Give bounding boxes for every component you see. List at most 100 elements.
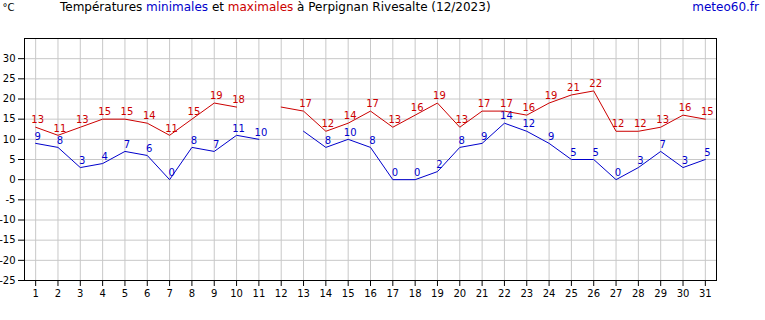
svg-text:8: 8 [459,135,465,146]
svg-text:8: 8 [189,288,195,299]
svg-text:8: 8 [325,135,331,146]
svg-text:5: 5 [9,154,15,165]
svg-text:8: 8 [191,135,197,146]
svg-text:29: 29 [654,288,667,299]
svg-text:15: 15 [188,106,201,117]
svg-text:8: 8 [369,135,375,146]
svg-text:14: 14 [344,110,357,121]
svg-text:-20: -20 [0,255,16,266]
svg-text:15: 15 [121,106,134,117]
svg-text:15: 15 [98,106,111,117]
svg-text:21: 21 [476,288,489,299]
svg-text:13: 13 [76,114,89,125]
svg-text:3: 3 [79,155,85,166]
svg-text:6: 6 [144,288,150,299]
svg-text:11: 11 [232,123,245,134]
svg-text:21: 21 [567,82,580,93]
svg-text:22: 22 [498,288,511,299]
svg-text:9: 9 [34,131,40,142]
svg-text:30: 30 [3,53,16,64]
svg-text:17: 17 [366,98,379,109]
svg-text:13: 13 [455,114,468,125]
svg-text:13: 13 [656,114,669,125]
svg-text:2: 2 [55,288,61,299]
svg-text:-25: -25 [0,275,16,286]
svg-text:15: 15 [3,113,16,124]
svg-text:16: 16 [522,102,535,113]
svg-text:22: 22 [589,78,602,89]
svg-text:2: 2 [436,159,442,170]
svg-text:0: 0 [168,167,174,178]
svg-text:7: 7 [213,139,219,150]
svg-text:15: 15 [701,106,714,117]
svg-text:0: 0 [392,167,398,178]
svg-text:8: 8 [57,135,63,146]
svg-text:3: 3 [77,288,83,299]
svg-text:3: 3 [682,155,688,166]
svg-text:10: 10 [255,127,268,138]
svg-text:14: 14 [319,288,332,299]
svg-text:12: 12 [321,118,334,129]
svg-text:23: 23 [520,288,533,299]
svg-text:16: 16 [364,288,377,299]
svg-text:5: 5 [704,147,710,158]
svg-text:7: 7 [124,139,130,150]
svg-text:-5: -5 [6,194,16,205]
svg-text:11: 11 [54,123,67,134]
svg-text:16: 16 [679,102,692,113]
svg-text:27: 27 [610,288,623,299]
svg-text:16: 16 [411,102,424,113]
svg-text:12: 12 [612,118,625,129]
svg-text:6: 6 [146,143,152,154]
svg-text:12: 12 [275,288,288,299]
svg-text:7: 7 [660,139,666,150]
svg-text:28: 28 [632,288,645,299]
svg-text:26: 26 [587,288,600,299]
svg-text:31: 31 [699,288,712,299]
svg-text:7: 7 [166,288,172,299]
svg-text:19: 19 [433,90,446,101]
svg-text:3: 3 [637,155,643,166]
svg-text:25: 25 [3,73,16,84]
svg-text:17: 17 [386,288,399,299]
svg-text:13: 13 [297,288,310,299]
svg-text:10: 10 [3,134,16,145]
svg-text:0: 0 [414,167,420,178]
svg-text:17: 17 [299,98,312,109]
svg-text:11: 11 [253,288,266,299]
svg-text:13: 13 [31,114,44,125]
svg-text:18: 18 [232,94,245,105]
svg-text:20: 20 [3,93,16,104]
svg-text:24: 24 [543,288,556,299]
svg-text:5: 5 [593,147,599,158]
svg-text:30: 30 [677,288,690,299]
svg-text:12: 12 [634,118,647,129]
svg-text:0: 0 [9,174,15,185]
svg-text:18: 18 [409,288,422,299]
svg-text:10: 10 [344,127,357,138]
svg-text:4: 4 [101,151,107,162]
svg-text:19: 19 [210,90,223,101]
svg-text:13: 13 [388,114,401,125]
svg-text:11: 11 [165,123,178,134]
svg-text:20: 20 [453,288,466,299]
svg-text:12: 12 [522,118,535,129]
svg-text:14: 14 [143,110,156,121]
svg-text:10: 10 [230,288,243,299]
svg-text:5: 5 [122,288,128,299]
svg-text:-10: -10 [0,214,16,225]
svg-text:9: 9 [481,131,487,142]
svg-text:19: 19 [545,90,558,101]
svg-text:17: 17 [478,98,491,109]
svg-text:4: 4 [99,288,105,299]
svg-text:5: 5 [570,147,576,158]
svg-text:0: 0 [615,167,621,178]
svg-text:9: 9 [211,288,217,299]
svg-text:1: 1 [32,288,38,299]
svg-text:-15: -15 [0,234,16,245]
svg-text:17: 17 [500,98,513,109]
svg-text:9: 9 [548,131,554,142]
svg-text:15: 15 [342,288,355,299]
svg-text:19: 19 [431,288,444,299]
svg-text:25: 25 [565,288,578,299]
